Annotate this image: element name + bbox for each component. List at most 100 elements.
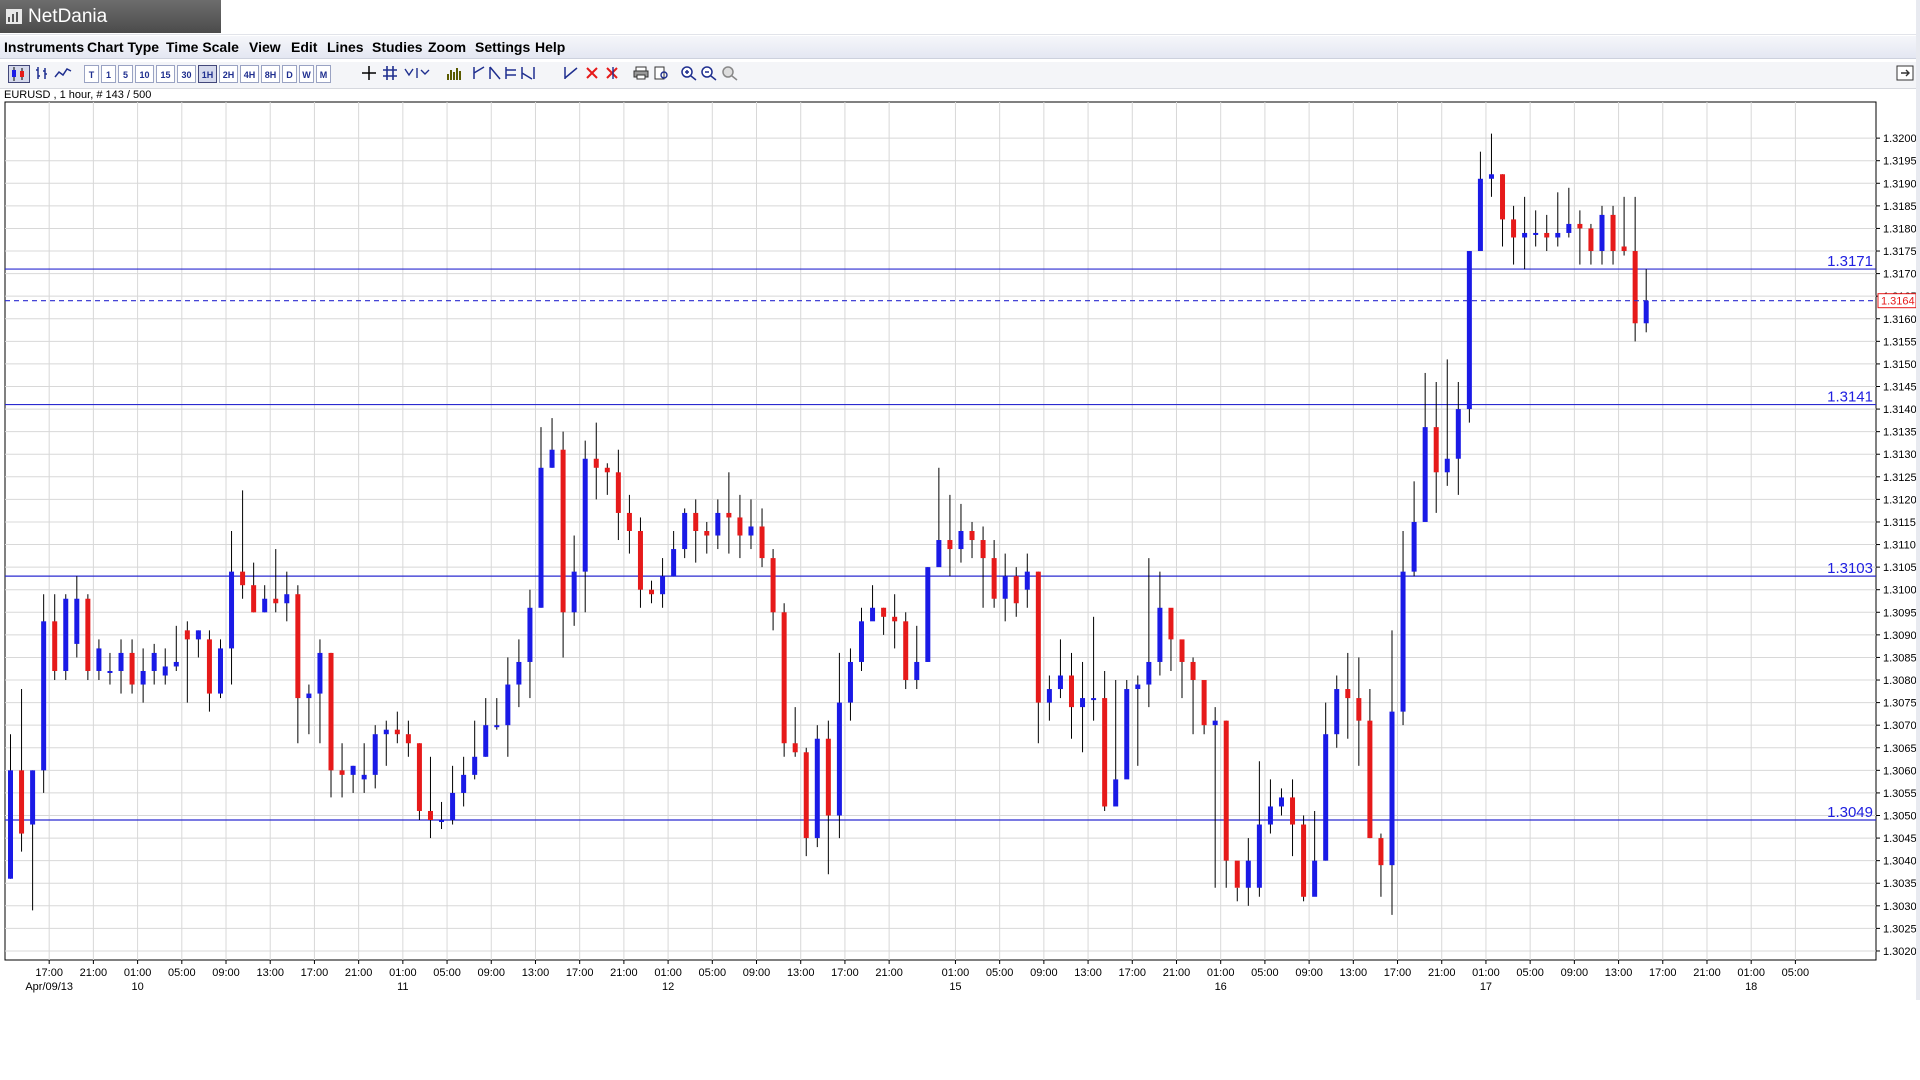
timeframe-m-button[interactable]: M — [316, 65, 331, 83]
y-tick-label: 1.3105 — [1883, 562, 1916, 574]
print-icon[interactable] — [632, 65, 650, 83]
candle-body — [30, 770, 36, 825]
timeframe-1h-button[interactable]: 1H — [198, 65, 217, 83]
zoom-out-icon[interactable] — [700, 65, 718, 83]
zoom-in-icon[interactable] — [680, 65, 698, 83]
candle-body — [1477, 178, 1483, 252]
candle-body — [538, 467, 544, 608]
x-tick-label: 17:00 — [831, 967, 859, 979]
candlestick-type-button[interactable] — [8, 65, 30, 83]
candle-body — [1367, 720, 1373, 839]
candle-body — [1301, 824, 1307, 897]
timeframe-30-button[interactable]: 30 — [177, 65, 196, 83]
y-tick-label: 1.3050 — [1883, 810, 1916, 822]
candle-body — [527, 607, 533, 662]
candle-body — [770, 558, 776, 613]
candle-body — [63, 598, 69, 671]
candle-body — [1411, 521, 1417, 572]
candle-body — [505, 684, 511, 726]
candle-body — [516, 661, 522, 685]
timeframe-8h-button[interactable]: 8H — [261, 65, 280, 83]
candle-body — [1389, 711, 1395, 866]
candle-body — [1511, 219, 1517, 238]
candle-body — [372, 734, 378, 775]
candle-body — [1610, 214, 1616, 252]
window-title-tab[interactable]: NetDania FinanceChart — [0, 0, 221, 60]
candle-body — [1400, 571, 1406, 712]
y-tick-label: 1.3070 — [1883, 720, 1916, 732]
candle-body — [1422, 427, 1428, 522]
x-tick-label: 01:00 — [1207, 967, 1235, 979]
x-tick-label: 09:00 — [1295, 967, 1323, 979]
cursor-tools-icon[interactable] — [403, 65, 431, 83]
x-tick-label: 21:00 — [875, 967, 903, 979]
candle-body — [1190, 661, 1196, 681]
timeframe-w-button[interactable]: W — [299, 65, 314, 83]
candle-body — [1223, 720, 1229, 861]
delete-icon[interactable] — [583, 65, 601, 83]
candle-body — [1345, 689, 1351, 699]
x-date-label: 16 — [1215, 981, 1227, 993]
candle-body — [870, 607, 876, 622]
menu-help[interactable]: Help — [535, 39, 566, 55]
timeframe-10-button[interactable]: 10 — [135, 65, 154, 83]
x-date-label: 17 — [1480, 981, 1492, 993]
menu-studies[interactable]: Studies — [372, 39, 423, 55]
menu-time-scale[interactable]: Time Scale — [166, 39, 239, 55]
menu-settings[interactable]: Settings — [475, 39, 531, 55]
candle-body — [173, 661, 179, 667]
candle-body — [383, 729, 389, 735]
timeframe-4h-button[interactable]: 4H — [240, 65, 259, 83]
x-tick-label: 01:00 — [124, 967, 152, 979]
candle-body — [737, 517, 743, 536]
candle-body — [825, 738, 831, 816]
timeframe-1-button[interactable]: 1 — [101, 65, 116, 83]
candle-body — [251, 585, 257, 613]
last-price-label: 1.3164 — [1881, 296, 1915, 308]
menu-instruments[interactable]: Instruments — [4, 39, 85, 55]
zoom-reset-icon[interactable] — [721, 65, 739, 83]
menu-zoom[interactable]: Zoom — [428, 39, 467, 55]
timeframe-d-button[interactable]: D — [282, 65, 297, 83]
x-tick-label: 17:00 — [1119, 967, 1147, 979]
timeframe-5-button[interactable]: 5 — [118, 65, 133, 83]
candle-body — [1278, 797, 1284, 807]
candle-body — [1555, 232, 1561, 238]
crosshair-icon[interactable] — [360, 65, 378, 83]
timeframe-t-button[interactable]: T — [84, 65, 99, 83]
draw-line-icon[interactable] — [562, 65, 580, 83]
candle-body — [980, 540, 986, 559]
x-tick-label: 17:00 — [301, 967, 329, 979]
candle-body — [549, 449, 555, 468]
undock-icon[interactable] — [1896, 65, 1914, 83]
print-preview-icon[interactable] — [652, 65, 670, 83]
grid-icon[interactable] — [381, 65, 399, 83]
level-label: 1.3171 — [1827, 253, 1873, 270]
candle-body — [1433, 427, 1439, 473]
candle-body — [494, 725, 500, 728]
menu-chart-type[interactable]: Chart Type — [87, 39, 160, 55]
candle-body — [1201, 680, 1207, 726]
line-chart-type-button[interactable] — [54, 65, 72, 83]
menu-edit[interactable]: Edit — [291, 39, 318, 55]
menu-view[interactable]: View — [249, 39, 281, 55]
candle-body — [483, 725, 489, 757]
candle-body — [693, 512, 699, 531]
menu-bar: Instruments Chart Type Time Scale View Edit L… — [0, 36, 1916, 59]
drawing-tools-icon[interactable] — [472, 65, 552, 83]
timeframe-2h-button[interactable]: 2H — [219, 65, 238, 83]
y-tick-label: 1.3190 — [1883, 178, 1916, 190]
volume-icon[interactable] — [446, 65, 464, 83]
x-tick-label: 21:00 — [1163, 967, 1191, 979]
candle-body — [450, 792, 456, 821]
bar-chart-type-button[interactable] — [34, 65, 52, 83]
candle-body — [626, 512, 632, 531]
timeframe-15-button[interactable]: 15 — [156, 65, 175, 83]
candle-body — [1068, 675, 1074, 708]
delete-all-icon[interactable] — [604, 65, 622, 83]
candle-body — [947, 540, 953, 550]
price-chart[interactable]: 1.3020 1.3025 1.3030 1.3035 1.3040 1.3045 1.30… — [0, 100, 1917, 1000]
menu-lines[interactable]: Lines — [327, 39, 364, 55]
candle-body — [892, 616, 898, 622]
candle-body — [1168, 607, 1174, 640]
